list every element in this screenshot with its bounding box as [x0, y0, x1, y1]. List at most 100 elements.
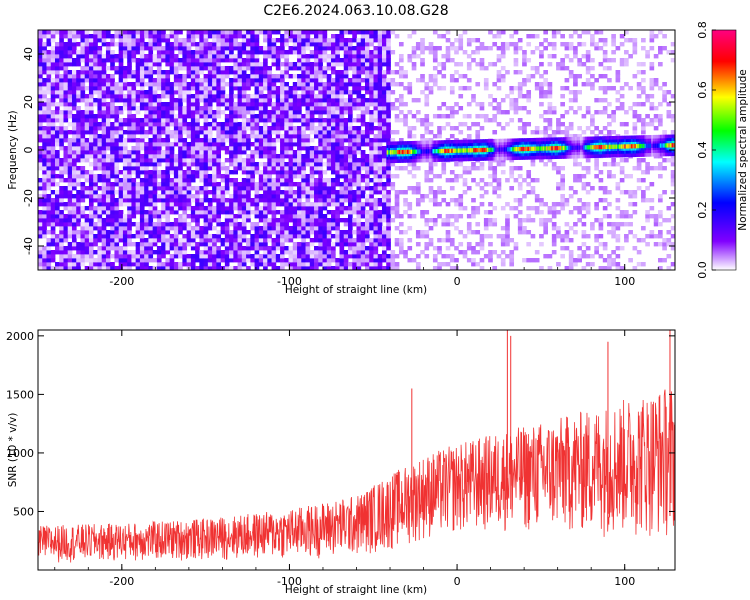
heatmap-cell	[144, 222, 149, 227]
heatmap-cell	[165, 58, 171, 63]
heatmap-cell	[152, 206, 158, 211]
heatmap-cell	[373, 230, 379, 235]
heatmap-cell	[267, 178, 272, 183]
heatmap-cell	[220, 34, 226, 39]
heatmap-cell	[203, 190, 209, 195]
heatmap-cell	[488, 202, 493, 207]
heatmap-cell	[220, 102, 226, 107]
heatmap-cell	[101, 62, 107, 67]
heatmap-cell	[207, 158, 213, 163]
heatmap-cell	[233, 166, 238, 171]
heatmap-cell	[152, 142, 158, 147]
heatmap-cell	[178, 78, 183, 83]
heatmap-cell	[59, 94, 64, 99]
heatmap-cell	[250, 94, 255, 99]
heatmap-cell	[127, 174, 132, 179]
heatmap-cell	[488, 210, 493, 215]
heatmap-cell	[339, 150, 345, 155]
heatmap-cell	[105, 138, 111, 143]
heatmap-cell	[63, 50, 69, 55]
heatmap-cell	[492, 166, 498, 171]
heatmap-cell	[135, 62, 141, 67]
heatmap-cell	[258, 98, 264, 103]
heatmap-cell	[54, 166, 60, 171]
heatmap-cell	[199, 114, 205, 119]
heatmap-cell	[54, 130, 60, 135]
heatmap-cell	[403, 74, 408, 79]
heatmap-cell	[88, 238, 94, 243]
heatmap-cell	[42, 50, 47, 55]
heatmap-cell	[250, 242, 255, 247]
heatmap-cell	[76, 202, 81, 207]
heatmap-cell	[314, 214, 319, 219]
heatmap-cell	[229, 106, 234, 111]
heatmap-cell	[403, 210, 408, 215]
heatmap-cell	[331, 130, 336, 135]
heatmap-cell	[339, 90, 345, 95]
heatmap-cell	[297, 250, 302, 255]
heatmap-cell	[462, 114, 468, 119]
heatmap-cell	[76, 166, 81, 171]
heatmap-cell	[42, 154, 47, 159]
heatmap-cell	[356, 146, 362, 151]
heatmap-cell	[284, 34, 289, 39]
heatmap-cell	[258, 174, 264, 179]
heatmap-cell	[190, 246, 196, 251]
heatmap-cell	[407, 54, 413, 59]
heatmap-cell	[186, 206, 192, 211]
heatmap-cell	[280, 122, 285, 127]
heatmap-cell	[386, 50, 391, 55]
heatmap-cell	[216, 130, 222, 135]
heatmap-cell	[203, 178, 209, 183]
heatmap-cell	[360, 34, 366, 39]
heatmap-cell	[216, 170, 222, 175]
heatmap-cell	[284, 138, 289, 143]
heatmap-cell	[76, 182, 81, 187]
heatmap-cell	[50, 266, 56, 270]
heatmap-cell	[267, 246, 272, 251]
heatmap-cell	[339, 154, 345, 159]
heatmap-cell	[216, 30, 222, 35]
heatmap-cell	[63, 178, 69, 183]
heatmap-cell	[284, 234, 289, 239]
heatmap-cell	[178, 106, 183, 111]
heatmap-cell	[46, 126, 52, 131]
heatmap-cell	[297, 206, 302, 211]
heatmap-cell	[369, 94, 374, 99]
heatmap-cell	[67, 234, 73, 239]
heatmap-cell	[394, 62, 400, 67]
heatmap-cell	[71, 46, 77, 51]
heatmap-cell	[454, 246, 459, 251]
heatmap-cell	[84, 50, 90, 55]
heatmap-cell	[114, 226, 120, 231]
heatmap-cell	[237, 50, 243, 55]
heatmap-cell	[356, 142, 362, 147]
heatmap-cell	[135, 42, 141, 47]
heatmap-cell	[84, 226, 90, 231]
heatmap-cell	[284, 186, 289, 191]
heatmap-cell	[322, 66, 328, 71]
heatmap-cell	[216, 34, 222, 39]
heatmap-cell	[97, 194, 103, 199]
heatmap-cell	[42, 82, 47, 87]
heatmap-cell	[348, 30, 353, 35]
heatmap-cell	[284, 174, 289, 179]
heatmap-cell	[131, 70, 137, 75]
heatmap-cell	[492, 190, 498, 195]
heatmap-cell	[212, 238, 217, 243]
heatmap-cell	[59, 126, 64, 131]
heatmap-cell	[152, 234, 158, 239]
heatmap-cell	[237, 106, 243, 111]
heatmap-cell	[212, 186, 217, 191]
heatmap-cell	[80, 262, 86, 267]
heatmap-cell	[343, 66, 349, 71]
heatmap-cell	[88, 198, 94, 203]
heatmap-cell	[369, 218, 374, 223]
heatmap-cell	[241, 266, 247, 270]
heatmap-cell	[220, 162, 226, 167]
heatmap-cell	[173, 54, 179, 59]
heatmap-cell	[250, 142, 255, 147]
heatmap-cell	[101, 206, 107, 211]
heatmap-cell	[88, 106, 94, 111]
heatmap-cell	[305, 258, 311, 263]
